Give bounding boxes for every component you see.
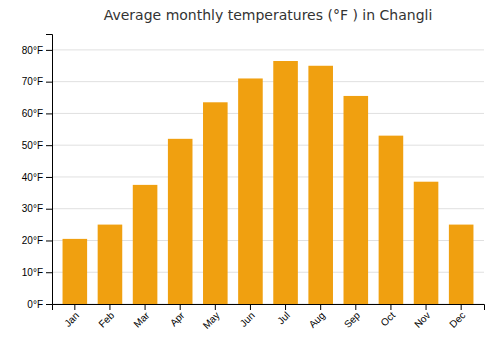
bars bbox=[63, 61, 474, 304]
y-tick-mark bbox=[46, 50, 52, 51]
x-tick-mark bbox=[250, 304, 251, 310]
bar bbox=[203, 102, 228, 304]
x-tick: Dec bbox=[447, 304, 467, 330]
grid-line bbox=[52, 176, 484, 177]
y-tick-label: 80°F bbox=[22, 45, 43, 56]
x-tick-label: Dec bbox=[447, 310, 467, 330]
y-tick-mark bbox=[46, 113, 52, 114]
y-tick-label: 10°F bbox=[22, 267, 43, 278]
x-tick: Oct bbox=[379, 304, 398, 328]
y-tick: 10°F bbox=[22, 267, 52, 278]
y-axis-line bbox=[46, 35, 53, 305]
x-axis: Jan Feb Mar Apr May Jun Jul Aug Sep Oct Nov Dec bbox=[53, 304, 485, 331]
x-tick-mark bbox=[461, 304, 462, 310]
x-tick-mark bbox=[74, 304, 75, 310]
x-tick: Mar bbox=[131, 304, 151, 330]
y-tick-label: 60°F bbox=[22, 108, 43, 119]
bar bbox=[238, 78, 263, 304]
x-tick: Jan bbox=[62, 304, 81, 329]
x-tick-mark bbox=[285, 304, 286, 310]
bar bbox=[168, 139, 193, 304]
bar bbox=[449, 225, 474, 304]
bar bbox=[308, 66, 333, 304]
y-tick-mark bbox=[46, 82, 52, 83]
y-tick: 70°F bbox=[22, 76, 52, 87]
y-tick-label: 50°F bbox=[22, 140, 43, 151]
x-axis-line bbox=[53, 305, 485, 311]
x-tick-label: Jul bbox=[275, 310, 292, 327]
bar bbox=[98, 225, 123, 304]
title: Average monthly temperatures (°F ) in Ch… bbox=[104, 7, 433, 23]
x-tick-label: Mar bbox=[131, 309, 151, 329]
y-tick-mark bbox=[46, 240, 52, 241]
y-tick-mark bbox=[46, 272, 52, 273]
x-tick-mark bbox=[320, 304, 321, 310]
y-tick: 80°F bbox=[22, 45, 52, 56]
x-tick: Nov bbox=[412, 304, 432, 330]
x-tick: Aug bbox=[307, 304, 327, 330]
grid-line bbox=[52, 49, 484, 50]
x-tick-mark bbox=[215, 304, 216, 310]
y-tick-mark bbox=[46, 145, 52, 146]
x-tick-label: Jan bbox=[62, 310, 81, 329]
x-tick: Apr bbox=[168, 304, 187, 328]
x-tick-mark bbox=[180, 304, 181, 310]
x-tick: Jun bbox=[238, 304, 257, 329]
y-tick: 0°F bbox=[27, 299, 52, 310]
x-tick-label: Apr bbox=[168, 309, 187, 328]
x-tick-label: Feb bbox=[96, 309, 116, 329]
y-tick: 20°F bbox=[22, 235, 52, 246]
x-tick-mark bbox=[426, 304, 427, 310]
y-tick: 40°F bbox=[22, 172, 52, 183]
x-tick-label: Jun bbox=[238, 310, 257, 329]
x-tick: Feb bbox=[96, 304, 116, 330]
x-tick-label: Oct bbox=[379, 310, 398, 329]
chart: Jan Feb Mar Apr May Jun Jul Aug Sep Oct Nov Dec 0°F 1… bbox=[0, 0, 500, 350]
bar bbox=[273, 61, 298, 304]
x-tick: May bbox=[201, 304, 222, 331]
x-tick-label: Nov bbox=[412, 310, 432, 330]
y-tick-mark bbox=[46, 209, 52, 210]
x-tick-label: Sep bbox=[342, 309, 363, 330]
y-tick: 60°F bbox=[22, 108, 52, 119]
y-tick-label: 20°F bbox=[22, 235, 43, 246]
x-tick-label: Aug bbox=[307, 310, 327, 330]
x-tick-mark bbox=[109, 304, 110, 310]
grid-line bbox=[52, 145, 484, 146]
grid-line bbox=[52, 113, 484, 114]
y-tick: 50°F bbox=[22, 140, 52, 151]
x-tick-mark bbox=[145, 304, 146, 310]
y-tick-label: 0°F bbox=[27, 299, 43, 310]
y-axis: 0°F 10°F 20°F 30°F 40°F 50°F 60°F 70°F 80°F bbox=[22, 35, 53, 310]
bar bbox=[344, 96, 369, 304]
bar bbox=[414, 182, 439, 304]
y-tick: 30°F bbox=[22, 203, 52, 214]
x-tick: Sep bbox=[342, 304, 363, 330]
bar bbox=[379, 136, 404, 304]
x-tick: Jul bbox=[275, 304, 292, 326]
y-tick-label: 70°F bbox=[22, 76, 43, 87]
grid bbox=[52, 50, 484, 304]
y-tick-mark bbox=[46, 177, 52, 178]
y-tick-mark bbox=[46, 304, 52, 305]
y-tick-label: 30°F bbox=[22, 203, 43, 214]
grid-line bbox=[52, 81, 484, 82]
plot: Jan Feb Mar Apr May Jun Jul Aug Sep Oct Nov Dec 0°F 1… bbox=[22, 35, 485, 331]
bar bbox=[63, 239, 88, 304]
x-tick-mark bbox=[355, 304, 356, 310]
bar bbox=[133, 185, 158, 304]
x-tick-mark bbox=[390, 304, 391, 310]
x-tick-label: May bbox=[201, 310, 222, 331]
y-tick-label: 40°F bbox=[22, 172, 43, 183]
